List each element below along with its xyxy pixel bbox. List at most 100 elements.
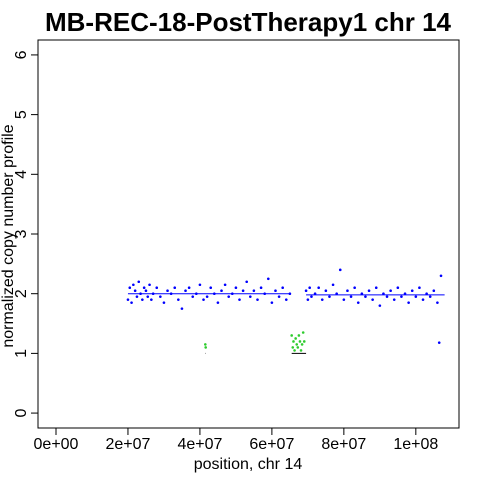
data-point [294, 337, 297, 340]
data-point [180, 307, 184, 310]
data-point [130, 301, 133, 304]
data-point [126, 298, 130, 301]
data-point [234, 286, 238, 290]
x-tick-label: 0e+00 [34, 436, 79, 453]
data-point [141, 298, 144, 301]
data-point [317, 286, 320, 290]
data-point [439, 274, 443, 278]
data-point [150, 298, 153, 301]
x-tick-label: 2e+07 [105, 436, 150, 453]
data-point [428, 295, 432, 298]
data-point [220, 289, 223, 293]
x-axis: 0e+00 2e+07 4e+07 6e+07 8e+07 1e+08 [34, 428, 438, 453]
chart-title: MB-REC-18-PostTherapy1 chr 14 [45, 7, 452, 37]
data-point [223, 283, 227, 287]
data-point [320, 298, 324, 301]
y-axis-label: normalized copy number profile [0, 124, 17, 347]
y-tick-label: 5 [13, 110, 30, 119]
x-tick-label: 6e+07 [249, 436, 294, 453]
data-point [328, 295, 331, 298]
y-tick-label: 4 [13, 170, 30, 179]
data-point [133, 289, 137, 293]
data-point [396, 286, 400, 290]
data-point [184, 289, 187, 293]
data-point [425, 292, 428, 295]
series-1 [126, 268, 443, 344]
data-point [132, 283, 135, 287]
y-axis: 0 1 2 3 4 5 6 [13, 50, 38, 418]
data-point [378, 304, 382, 307]
data-point [166, 289, 169, 293]
data-point [266, 277, 270, 281]
data-point [202, 298, 205, 301]
data-point [353, 286, 356, 290]
data-point [392, 298, 396, 301]
data-point [297, 334, 301, 337]
data-point [371, 298, 374, 301]
series-2 [204, 331, 306, 352]
y-tick-label: 6 [13, 50, 30, 59]
y-tick-label: 2 [13, 289, 30, 298]
data-point [346, 289, 349, 293]
data-point [259, 286, 263, 290]
data-point [277, 295, 281, 298]
data-point [313, 292, 317, 295]
data-point [162, 301, 166, 304]
data-point [432, 289, 436, 293]
data-point [296, 346, 300, 349]
data-point [191, 295, 195, 298]
data-point [293, 349, 296, 352]
data-point [367, 289, 371, 293]
data-point [187, 286, 191, 290]
data-point [249, 295, 252, 298]
data-point [204, 343, 207, 346]
data-point [418, 286, 421, 290]
data-point [295, 343, 299, 346]
data-point [437, 341, 441, 344]
data-point [414, 295, 418, 298]
data-point [335, 292, 338, 295]
data-point [270, 301, 274, 304]
data-point [364, 295, 367, 298]
data-point [292, 340, 295, 343]
data-point [198, 283, 202, 287]
data-point [142, 286, 146, 290]
data-point [389, 289, 392, 293]
plot-frame [37, 39, 460, 429]
data-point [374, 286, 378, 290]
data-point [356, 301, 360, 304]
data-point [128, 286, 132, 290]
data-point [304, 289, 308, 293]
data-point [227, 295, 231, 298]
data-point [324, 289, 328, 293]
data-point [252, 289, 256, 293]
data-point [308, 286, 311, 290]
data-point [256, 298, 259, 301]
data-point [331, 283, 335, 287]
data-point [385, 295, 389, 298]
data-point [299, 349, 303, 352]
data-point [291, 346, 295, 349]
data-point [205, 295, 209, 298]
plot-area [126, 268, 445, 354]
x-tick-label: 1e+08 [393, 436, 438, 453]
data-point [137, 280, 141, 284]
data-point [290, 334, 293, 337]
data-point [360, 292, 364, 295]
data-point [302, 340, 306, 343]
data-point [407, 301, 410, 304]
x-tick-label: 8e+07 [321, 436, 366, 453]
x-axis-label: position, chr 14 [194, 456, 303, 473]
data-point [298, 340, 302, 343]
data-point [159, 295, 162, 298]
data-point [382, 292, 385, 295]
data-point [155, 286, 159, 290]
data-point [144, 289, 148, 293]
data-point [300, 343, 304, 346]
data-point [177, 298, 180, 301]
x-tick-label: 4e+07 [177, 436, 222, 453]
data-point [173, 286, 177, 290]
y-tick-label: 0 [13, 409, 30, 418]
data-point [238, 298, 241, 301]
